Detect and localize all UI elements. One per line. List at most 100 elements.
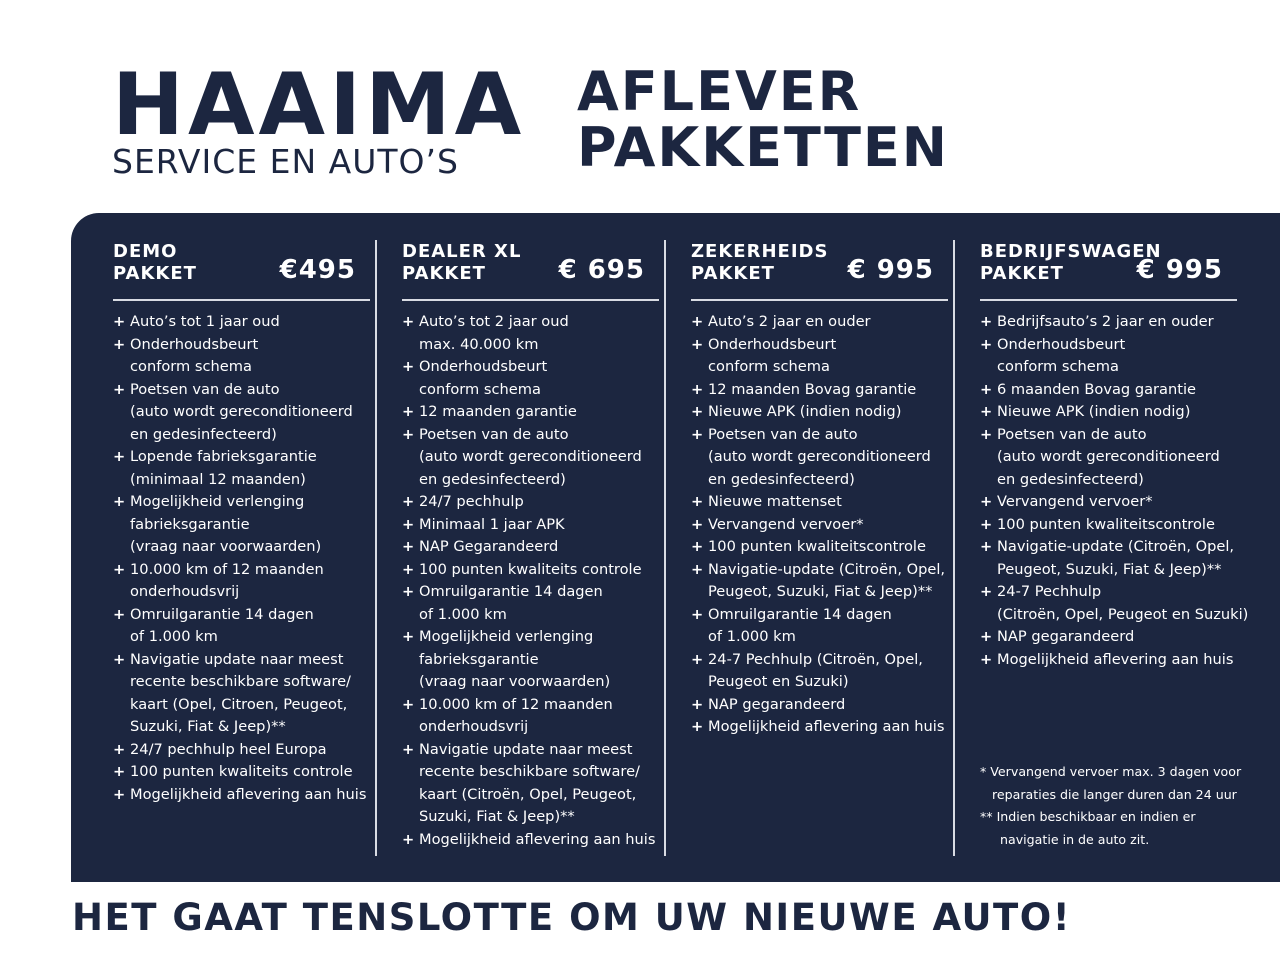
feature-line: Bedrijfsauto’s 2 jaar en ouder — [997, 313, 1214, 330]
feature-line: Poetsen van de auto — [419, 425, 569, 443]
plus-icon: + — [691, 313, 704, 330]
feature-item: + Mogelijkheid aflevering aan huis — [113, 784, 371, 807]
feature-line: 100 punten kwaliteits controle — [419, 560, 642, 578]
plus-icon: + — [691, 695, 704, 713]
footnote-line: navigatie in de auto zit. — [980, 831, 1150, 847]
feature-line: 24-7 Pechhulp — [997, 583, 1102, 600]
feature-item: +100 punten kwaliteits controle — [113, 761, 371, 784]
feature-line: 24-7 Pechhulp (Citroën, Opel, — [708, 650, 923, 668]
feature-line: Auto’s tot 1 jaar oud — [130, 313, 280, 330]
feature-line: max. 40.000 km — [419, 335, 539, 353]
plus-icon: + — [980, 538, 993, 555]
package-header: ZEKERHEIDS PAKKET € 995 — [691, 241, 948, 301]
logo-main: HAAIMA — [112, 55, 526, 155]
feature-line: Mogelijkheid aflevering aan huis — [419, 830, 656, 848]
feature-item: + Poetsen van de auto (auto wordt gerecond… — [402, 424, 660, 492]
feature-line: conform schema — [708, 358, 830, 375]
feature-item: + Omruilgarantie 14 dagen of 1.000 km — [691, 604, 949, 649]
plus-icon: + — [980, 515, 993, 533]
plus-icon: + — [113, 313, 126, 330]
feature-item: +24-7 Pechhulp (Citroën, Opel, Peugeot en… — [980, 581, 1248, 626]
plus-icon: + — [980, 425, 993, 443]
package-name-line-1: DEALER XL — [402, 241, 522, 262]
plus-icon: + — [980, 628, 993, 645]
plus-icon: + — [691, 560, 704, 578]
feature-item: + Onderhoudsbeurt conform schema — [402, 356, 660, 401]
package-features: + Auto’s tot 1 jaar oud + Onderhoudsbeurt co… — [113, 311, 371, 806]
plus-icon: + — [113, 448, 126, 465]
feature-item: + Mogelijkheid aflevering aan huis — [691, 716, 949, 739]
feature-line: Peugeot, Suzuki, Fiat & Jeep)** — [997, 560, 1222, 578]
package-price: €495 — [279, 255, 356, 285]
title-line-1: AFLEVER — [577, 60, 862, 123]
plus-icon: + — [402, 358, 415, 375]
feature-item: + Lopende fabrieksgarantie (minimaal 12 ma… — [113, 446, 371, 491]
plus-icon: + — [691, 605, 704, 623]
package-name: ZEKERHEIDS PAKKET — [691, 241, 828, 285]
feature-line: Vervangend vervoer* — [997, 493, 1153, 510]
plus-icon: + — [402, 560, 415, 578]
feature-item: + Minimaal 1 jaar APK — [402, 514, 660, 537]
feature-line: fabrieksgarantie — [130, 515, 250, 533]
feature-item: + Navigatie update naar meest recente besc… — [402, 739, 660, 829]
plus-icon: + — [980, 335, 993, 353]
feature-item: + Poetsen van de auto (auto wordt gerecond… — [691, 424, 949, 492]
feature-line: Poetsen van de auto — [130, 380, 280, 398]
feature-item: + Vervangend vervoer* — [980, 491, 1238, 514]
feature-line: (minimaal 12 maanden) — [130, 470, 306, 488]
package-name: DEMO PAKKET — [113, 241, 197, 285]
feature-line: conform schema — [130, 358, 252, 375]
feature-line: Omruilgarantie 14 dagen — [130, 605, 314, 623]
feature-item: + Navigatie-update (Citroën, Opel, Peugeot… — [980, 536, 1238, 581]
feature-line: Nieuwe APK (indien nodig) — [708, 403, 902, 420]
package-price: € 695 — [558, 255, 645, 285]
logo: HAAIMA SERVICE EN AUTO’S — [112, 62, 525, 180]
plus-icon: + — [402, 425, 415, 443]
feature-item: + Navigatie-update (Citroën, Opel, Peugeot… — [691, 559, 949, 604]
feature-item: +24/7 pechhulp heel Europa — [113, 739, 371, 762]
feature-line: 100 punten kwaliteits controle — [130, 763, 353, 780]
package-name-line-1: DEMO — [113, 241, 178, 262]
feature-item: +6 maanden Bovag garantie — [980, 379, 1238, 402]
plus-icon: + — [113, 335, 126, 353]
feature-item: + Mogelijkheid aflevering aan huis — [980, 649, 1238, 672]
footnote-line: reparaties die langer duren dan 24 uur — [980, 786, 1237, 802]
feature-line: Auto’s 2 jaar en ouder — [708, 313, 871, 330]
feature-line: 6 maanden Bovag garantie — [997, 380, 1196, 398]
column-divider — [375, 240, 377, 856]
feature-item: +100 punten kwaliteitscontrole — [691, 536, 949, 559]
feature-line: of 1.000 km — [130, 628, 218, 645]
feature-line: Peugeot, Suzuki, Fiat & Jeep)** — [708, 583, 933, 600]
title-line-2: PAKKETTEN — [577, 116, 949, 179]
plus-icon: + — [113, 740, 126, 758]
feature-line: Auto’s tot 2 jaar oud — [419, 313, 569, 330]
package-column: BEDRIJFSWAGEN PAKKET € 995 + Bedrijfsauto’s … — [980, 241, 1248, 672]
footnote-line: * Vervangend vervoer max. 3 dagen voor — [980, 764, 1242, 779]
feature-line: 12 maanden garantie — [419, 403, 577, 420]
feature-line: Peugeot en Suzuki) — [708, 673, 849, 690]
feature-line: (vraag naar voorwaarden) — [419, 673, 611, 690]
feature-line: 12 maanden Bovag garantie — [708, 380, 917, 398]
column-divider — [953, 240, 955, 856]
feature-line: recente beschikbare software/ — [130, 673, 351, 690]
feature-item: +10.000 km of 12 maanden onderhoudsvrij — [402, 694, 660, 739]
feature-item: + Omruilgarantie 14 dagen of 1.000 km — [113, 604, 371, 649]
plus-icon: + — [691, 335, 704, 353]
feature-item: + Nieuwe mattenset — [691, 491, 949, 514]
plus-icon: + — [691, 403, 704, 420]
package-name: BEDRIJFSWAGEN PAKKET — [980, 241, 1162, 285]
feature-line: Suzuki, Fiat & Jeep)** — [419, 808, 575, 825]
feature-line: kaart (Citroën, Opel, Peugeot, — [419, 785, 637, 803]
feature-line: conform schema — [419, 380, 541, 398]
feature-item: + Auto’s 2 jaar en ouder — [691, 311, 949, 334]
package-features: + Auto’s tot 2 jaar oud max. 40.000 km + Ond… — [402, 311, 660, 851]
feature-line: Minimaal 1 jaar APK — [419, 515, 565, 533]
feature-item: +12 maanden Bovag garantie — [691, 379, 949, 402]
plus-icon: + — [113, 785, 126, 803]
plus-icon: + — [980, 583, 993, 600]
feature-line: Onderhoudsbeurt — [419, 358, 548, 375]
feature-line: 10.000 km of 12 maanden — [419, 695, 613, 713]
slogan: HET GAAT TENSLOTTE OM UW NIEUWE AUTO! — [72, 896, 1072, 939]
package-name-line-2: PAKKET — [402, 263, 486, 284]
package-name-line-1: BEDRIJFSWAGEN — [980, 241, 1162, 262]
